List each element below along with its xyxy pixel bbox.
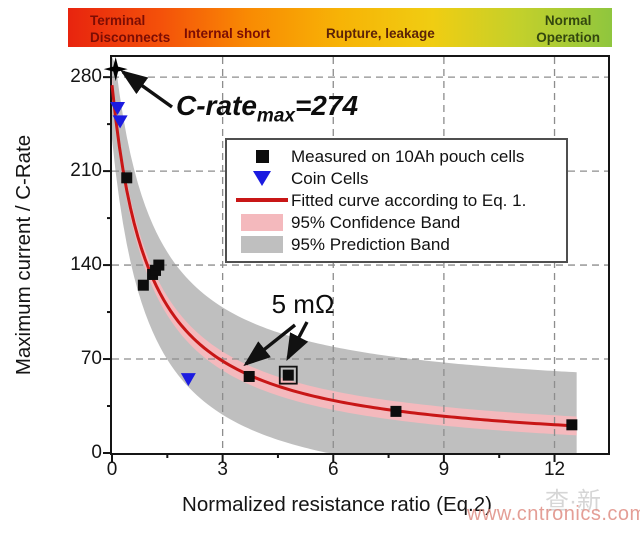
pouch-cell-point bbox=[390, 405, 402, 417]
pouch-cell-point bbox=[566, 419, 578, 431]
x-tick-label: 0 bbox=[106, 459, 118, 480]
pouch-cell-point bbox=[137, 279, 149, 291]
annotation-arrow bbox=[286, 321, 309, 362]
legend-row-confidence-band: 95% Confidence Band bbox=[233, 213, 560, 233]
pouch-cell-point bbox=[243, 370, 255, 382]
star-marker bbox=[103, 57, 128, 82]
annotation-arrow bbox=[243, 323, 297, 367]
coin-cell-point bbox=[180, 373, 196, 387]
confidence-band-swatch-icon bbox=[241, 214, 283, 232]
zone-label-terminal-disconnects: Terminal Disconnects bbox=[90, 13, 171, 45]
x-tick-label: 6 bbox=[327, 459, 339, 480]
fitted-curve bbox=[110, 85, 577, 428]
zone-label-rupture-leakage: Rupture, leakage bbox=[326, 26, 435, 42]
red-line-icon bbox=[236, 198, 288, 203]
pouch-cell-point bbox=[153, 259, 165, 271]
watermark-cjk: 查·新 bbox=[545, 488, 601, 515]
watermark: www.cntronics.com bbox=[467, 503, 640, 525]
legend-row-pouch-cells: Measured on 10Ah pouch cells bbox=[233, 148, 560, 165]
coin-cell-point bbox=[110, 102, 126, 116]
legend-label: Coin Cells bbox=[291, 168, 369, 188]
annotation-crate-max: C-ratemax=274 bbox=[176, 90, 359, 127]
x-tick-label: 3 bbox=[217, 459, 228, 480]
legend-row-prediction-band: 95% Prediction Band bbox=[233, 235, 560, 255]
x-tick-label: 9 bbox=[438, 459, 450, 480]
prediction-band bbox=[112, 57, 577, 453]
legend-row-coin-cells: Coin Cells bbox=[233, 170, 560, 187]
x-axis-label: Normalized resistance ratio (Eq.2) bbox=[182, 493, 492, 516]
legend-label: 95% Prediction Band bbox=[291, 235, 450, 255]
coin-cell-point bbox=[112, 115, 128, 129]
y-tick-label: 210 bbox=[70, 160, 102, 182]
x-tick-label: 12 bbox=[543, 459, 566, 480]
annotation-arrow bbox=[120, 70, 173, 109]
pouch-cell-point bbox=[282, 369, 294, 381]
prediction-band-swatch-icon bbox=[241, 236, 283, 254]
legend: Measured on 10Ah pouch cells Coin Cells … bbox=[225, 138, 568, 263]
annotation-5-mohm: 5 mΩ bbox=[271, 289, 335, 319]
zone-label-internal-short: Internal short bbox=[184, 26, 271, 42]
legend-label: Fitted curve according to Eq. 1. bbox=[291, 190, 527, 210]
triangle-down-marker-icon bbox=[253, 170, 271, 186]
pouch-cell-point bbox=[121, 172, 133, 184]
legend-label: 95% Confidence Band bbox=[291, 213, 461, 233]
square-marker-icon bbox=[255, 149, 269, 163]
y-tick-label: 70 bbox=[80, 348, 102, 370]
legend-row-fitted-curve: Fitted curve according to Eq. 1. bbox=[233, 192, 560, 209]
zone-label-normal-operation: Normal Operation bbox=[536, 13, 600, 45]
y-tick-label: 140 bbox=[70, 254, 102, 276]
y-tick-label: 0 bbox=[91, 442, 102, 463]
open-square-highlight bbox=[278, 365, 298, 385]
hazard-gradient-bar: Terminal Disconnects Internal short Rupt… bbox=[68, 8, 612, 47]
y-tick-label: 280 bbox=[70, 66, 102, 88]
y-axis-label: Maximum current / C-Rate bbox=[12, 134, 35, 376]
legend-label: Measured on 10Ah pouch cells bbox=[291, 146, 525, 166]
